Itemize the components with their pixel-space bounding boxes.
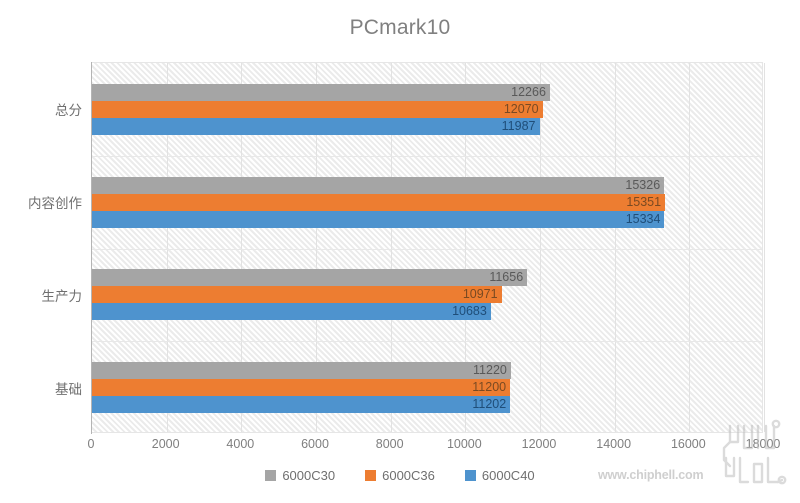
bar-value-label: 10683 (452, 304, 487, 319)
x-tick-label: 2000 (151, 437, 180, 451)
category-label: 基础 (55, 381, 82, 397)
category-label: 总分 (55, 103, 82, 119)
plot-area: 12266 12070 11987 15326 15351 15334 11656 10971… (91, 62, 765, 433)
bar-value-label: 12266 (511, 84, 546, 99)
bar-value-label: 11202 (472, 397, 507, 412)
legend-swatch-icon (365, 470, 377, 481)
category-label: 内容创作 (28, 196, 82, 212)
x-tick-label: 14000 (596, 437, 632, 451)
bar (92, 83, 550, 101)
bar (92, 379, 511, 397)
bar (92, 210, 665, 228)
category-separator (92, 156, 762, 157)
chart-legend: 6000C30 6000C36 6000C40 (0, 468, 800, 483)
bar (92, 396, 511, 414)
bar (92, 193, 666, 211)
bar (92, 286, 502, 304)
gridline-vertical (166, 63, 168, 432)
watermark-url-text: www.chiphell.com (598, 468, 704, 482)
gridline-vertical (465, 63, 467, 432)
x-tick-label: 12000 (521, 437, 557, 451)
chiphell-logo-icon (714, 418, 796, 490)
x-tick-label: 4000 (226, 437, 255, 451)
x-tick-label: 6000 (301, 437, 329, 451)
legend-label: 6000C30 (282, 468, 336, 483)
x-tick-label: 0 (87, 437, 95, 451)
bar (92, 117, 540, 135)
category-axis-labels: 总分内容创作生产力基础 (0, 62, 800, 433)
category-separator (92, 249, 762, 250)
legend-swatch-icon (265, 470, 277, 481)
x-tick-label: 8000 (375, 437, 404, 451)
gridline-vertical (614, 63, 616, 432)
gridline-vertical (241, 63, 243, 432)
bar (92, 100, 543, 118)
bar-value-label: 10971 (462, 287, 498, 302)
bar-value-label: 15334 (625, 211, 661, 226)
gridline-vertical (764, 63, 765, 432)
bar (92, 303, 491, 321)
bar (92, 269, 528, 287)
bar-value-label: 15326 (625, 177, 661, 192)
legend-swatch-icon (464, 470, 476, 481)
legend-label: 6000C36 (382, 468, 435, 483)
bar-value-label: 15351 (626, 194, 662, 209)
gridline-vertical (316, 63, 317, 432)
bar-value-label: 11987 (501, 118, 536, 133)
legend-item[interactable]: 6000C30 (265, 468, 335, 483)
x-tick-label: 10000 (446, 437, 482, 451)
x-axis-tick-labels: 0 2000 4000 6000 8000 10000 12000 14000 16000 180… (87, 437, 781, 457)
y-axis-line (91, 62, 92, 434)
legend-item[interactable]: 6000C36 (365, 468, 435, 483)
category-label: 生产力 (41, 288, 83, 304)
chart-title: PCmark10 (349, 16, 451, 39)
gridline-vertical (540, 63, 541, 432)
bar-value-label: 11200 (472, 380, 507, 395)
bar (92, 176, 665, 194)
gridline-vertical (390, 63, 392, 432)
gridline-vertical (689, 63, 691, 432)
legend-item[interactable]: 6000C40 (464, 468, 535, 483)
bar (92, 362, 511, 380)
bar-value-label: 11220 (473, 363, 507, 378)
category-separator (92, 341, 762, 342)
bar-value-label: 12070 (503, 101, 539, 116)
legend-label: 6000C40 (481, 468, 535, 483)
bar-value-label: 11656 (489, 270, 524, 285)
x-tick-label: 16000 (670, 437, 706, 451)
